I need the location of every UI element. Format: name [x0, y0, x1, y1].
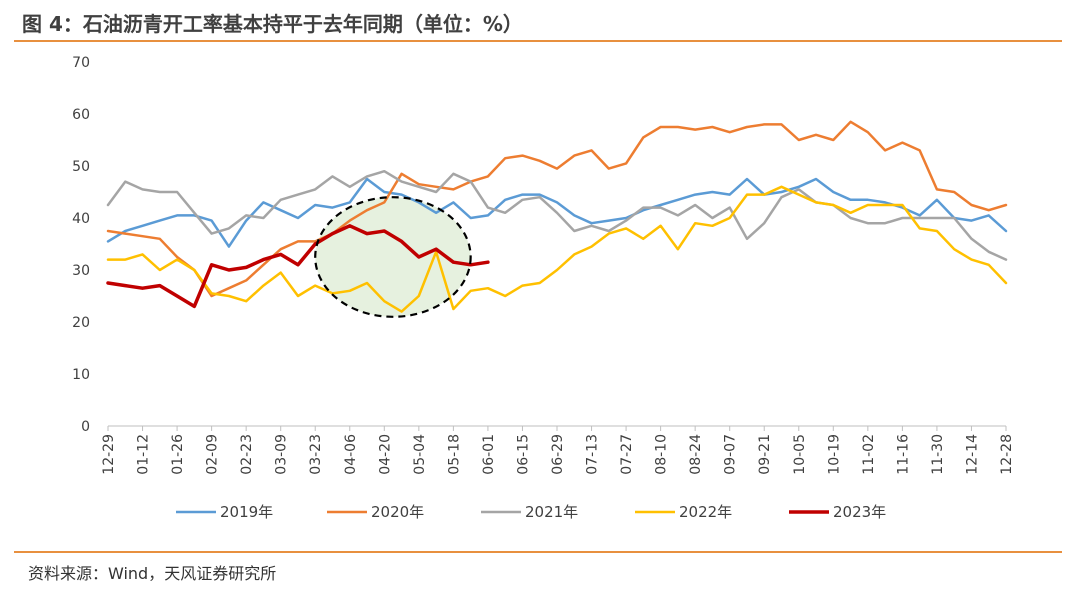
x-tick-label: 03-23 [308, 434, 324, 475]
x-tick-label: 03-09 [274, 434, 290, 475]
x-tick-label: 06-29 [550, 434, 566, 475]
y-tick-label: 50 [72, 159, 90, 175]
series-line-4 [106, 185, 1008, 313]
x-tick-label: 10-19 [826, 434, 842, 475]
y-tick-label: 20 [72, 315, 90, 331]
series-line-3 [106, 169, 1008, 261]
x-tick-label: 09-21 [757, 434, 773, 475]
series-line-5 [106, 224, 490, 309]
series-line-2 [106, 120, 1008, 298]
y-tick-label: 40 [72, 211, 90, 227]
x-tick-label: 07-27 [619, 434, 635, 475]
x-tick-label: 08-24 [688, 434, 704, 475]
x-tick-label: 06-01 [481, 434, 497, 475]
x-tick-label: 11-30 [930, 434, 946, 475]
y-tick-label: 0 [81, 419, 90, 435]
x-tick-label: 04-20 [377, 434, 393, 475]
y-tick-label: 70 [72, 55, 90, 71]
footer-divider [14, 551, 1062, 553]
x-tick-label: 12-28 [999, 434, 1015, 475]
x-tick-label: 02-23 [239, 434, 255, 475]
x-tick-label: 12-14 [964, 434, 980, 475]
x-tick-label: 01-26 [170, 434, 186, 475]
legend-label: 2019年 [220, 503, 273, 521]
y-tick-label: 10 [72, 367, 90, 383]
legend-label: 2023年 [833, 503, 886, 521]
legend-label: 2022年 [679, 503, 732, 521]
x-tick-label: 09-07 [723, 434, 739, 475]
highlight-ellipse-outline [314, 196, 472, 318]
x-tick-label: 10-05 [792, 434, 808, 475]
x-tick-label: 07-13 [585, 434, 601, 475]
y-tick-label: 30 [72, 263, 90, 279]
x-tick-label: 02-09 [205, 434, 221, 475]
x-tick-label: 08-10 [654, 434, 670, 475]
x-tick-label: 11-16 [895, 434, 911, 475]
x-tick-label: 06-15 [515, 434, 531, 475]
x-tick-label: 04-06 [343, 434, 359, 475]
legend-label: 2020年 [371, 503, 424, 521]
series-line-1 [106, 177, 1008, 248]
x-tick-label: 11-02 [861, 434, 877, 475]
title-divider [14, 40, 1062, 42]
y-tick-label: 60 [72, 107, 90, 123]
x-tick-label: 05-18 [446, 434, 462, 475]
chart-title: 图 4：石油沥青开工率基本持平于去年同期（单位：%） [22, 12, 523, 36]
x-tick-label: 12-29 [101, 434, 117, 475]
source-note: 资料来源：Wind，天风证券研究所 [28, 564, 277, 583]
x-tick-label: 01-12 [136, 434, 152, 475]
x-tick-label: 05-04 [412, 434, 428, 475]
legend-label: 2021年 [525, 503, 578, 521]
